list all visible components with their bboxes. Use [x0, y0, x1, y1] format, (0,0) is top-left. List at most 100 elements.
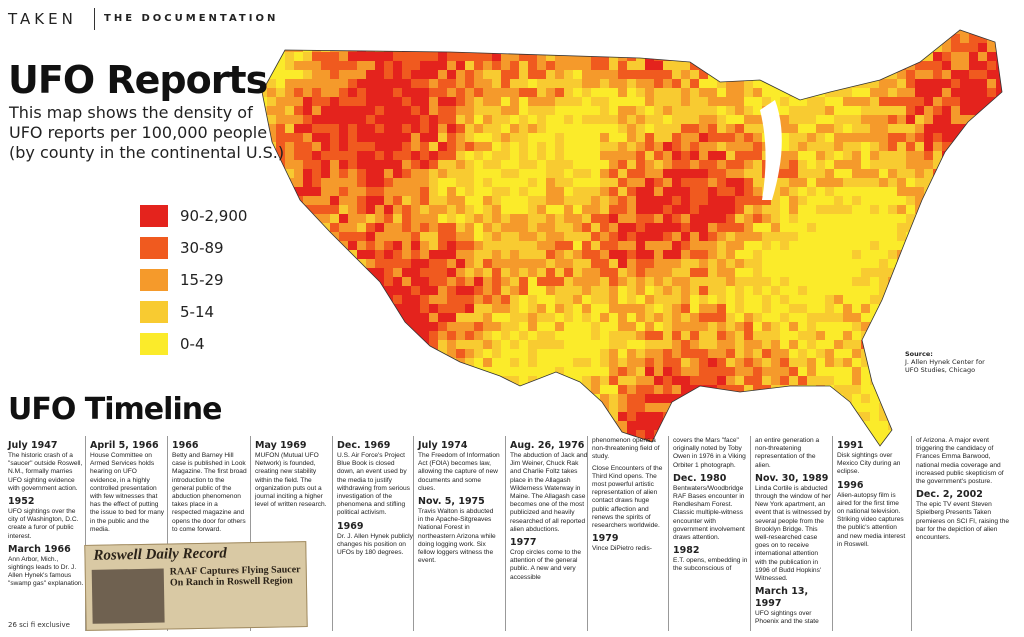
county-cell [645, 79, 655, 89]
county-cell [663, 97, 673, 107]
county-cell [681, 196, 691, 206]
county-cell [537, 241, 547, 251]
county-cell [339, 403, 349, 413]
county-cell [735, 70, 745, 80]
county-cell [663, 187, 673, 197]
county-cell [825, 70, 835, 80]
county-cell [573, 34, 583, 44]
county-cell [906, 376, 916, 386]
county-cell [708, 97, 718, 107]
county-cell [294, 322, 304, 332]
county-cell [267, 124, 277, 134]
county-cell [888, 376, 898, 386]
county-cell [285, 223, 295, 233]
county-cell [546, 61, 556, 71]
county-cell [474, 115, 484, 125]
county-cell [942, 232, 952, 242]
county-cell [330, 70, 340, 80]
county-cell [366, 151, 376, 161]
county-cell [816, 79, 826, 89]
county-cell [825, 79, 835, 89]
county-cell [645, 313, 655, 323]
county-cell [393, 214, 403, 224]
county-cell [519, 376, 529, 386]
county-cell [960, 394, 970, 404]
county-cell [618, 214, 628, 224]
county-cell [834, 232, 844, 242]
county-cell [870, 61, 880, 71]
county-cell [924, 412, 934, 422]
county-cell [744, 88, 754, 98]
county-cell [366, 277, 376, 287]
county-cell [690, 223, 700, 233]
county-cell [663, 403, 673, 413]
county-cell [879, 52, 889, 62]
county-cell [627, 259, 637, 269]
county-cell [654, 313, 664, 323]
county-cell [807, 43, 817, 53]
county-cell [618, 70, 628, 80]
county-cell [276, 61, 286, 71]
county-cell [807, 52, 817, 62]
county-cell [519, 259, 529, 269]
county-cell [429, 205, 439, 215]
map-title: UFO Reports [8, 58, 268, 102]
county-cell [816, 70, 826, 80]
county-cell [906, 268, 916, 278]
county-cell [987, 223, 997, 233]
source-line: J. Allen Hynek Center for [905, 358, 985, 366]
county-cell [591, 70, 601, 80]
county-cell [276, 151, 286, 161]
county-cell [663, 367, 673, 377]
county-cell [717, 142, 727, 152]
county-cell [645, 97, 655, 107]
county-cell [699, 169, 709, 179]
county-cell [789, 403, 799, 413]
county-cell [420, 358, 430, 368]
county-cell [262, 421, 268, 431]
county-cell [348, 295, 358, 305]
county-cell [699, 304, 709, 314]
county-cell [447, 349, 457, 359]
county-cell [645, 367, 655, 377]
county-cell [384, 106, 394, 116]
county-cell [510, 268, 520, 278]
county-cell [753, 394, 763, 404]
county-cell [708, 295, 718, 305]
county-cell [348, 151, 358, 161]
county-cell [717, 421, 727, 431]
county-cell [825, 277, 835, 287]
county-cell [348, 142, 358, 152]
county-cell [861, 268, 871, 278]
county-cell [843, 358, 853, 368]
county-cell [501, 232, 511, 242]
county-cell [438, 205, 448, 215]
county-cell [654, 259, 664, 269]
county-cell [285, 214, 295, 224]
county-cell [348, 34, 358, 44]
county-cell [699, 232, 709, 242]
county-cell [312, 70, 322, 80]
county-cell [645, 322, 655, 332]
county-cell [411, 187, 421, 197]
county-cell [393, 205, 403, 215]
county-cell [348, 70, 358, 80]
county-cell [555, 142, 565, 152]
county-cell [978, 250, 988, 260]
county-cell [294, 340, 304, 350]
county-cell [996, 412, 1002, 422]
county-cell [663, 295, 673, 305]
event-date: Dec. 1969 [337, 440, 391, 451]
county-cell [285, 394, 295, 404]
county-cell [501, 70, 511, 80]
county-cell [420, 268, 430, 278]
county-cell [483, 160, 493, 170]
county-cell [564, 223, 574, 233]
county-cell [276, 394, 286, 404]
county-cell [969, 88, 979, 98]
county-cell [807, 169, 817, 179]
county-cell [843, 286, 853, 296]
county-cell [681, 412, 691, 422]
county-cell [816, 160, 826, 170]
county-cell [708, 286, 718, 296]
